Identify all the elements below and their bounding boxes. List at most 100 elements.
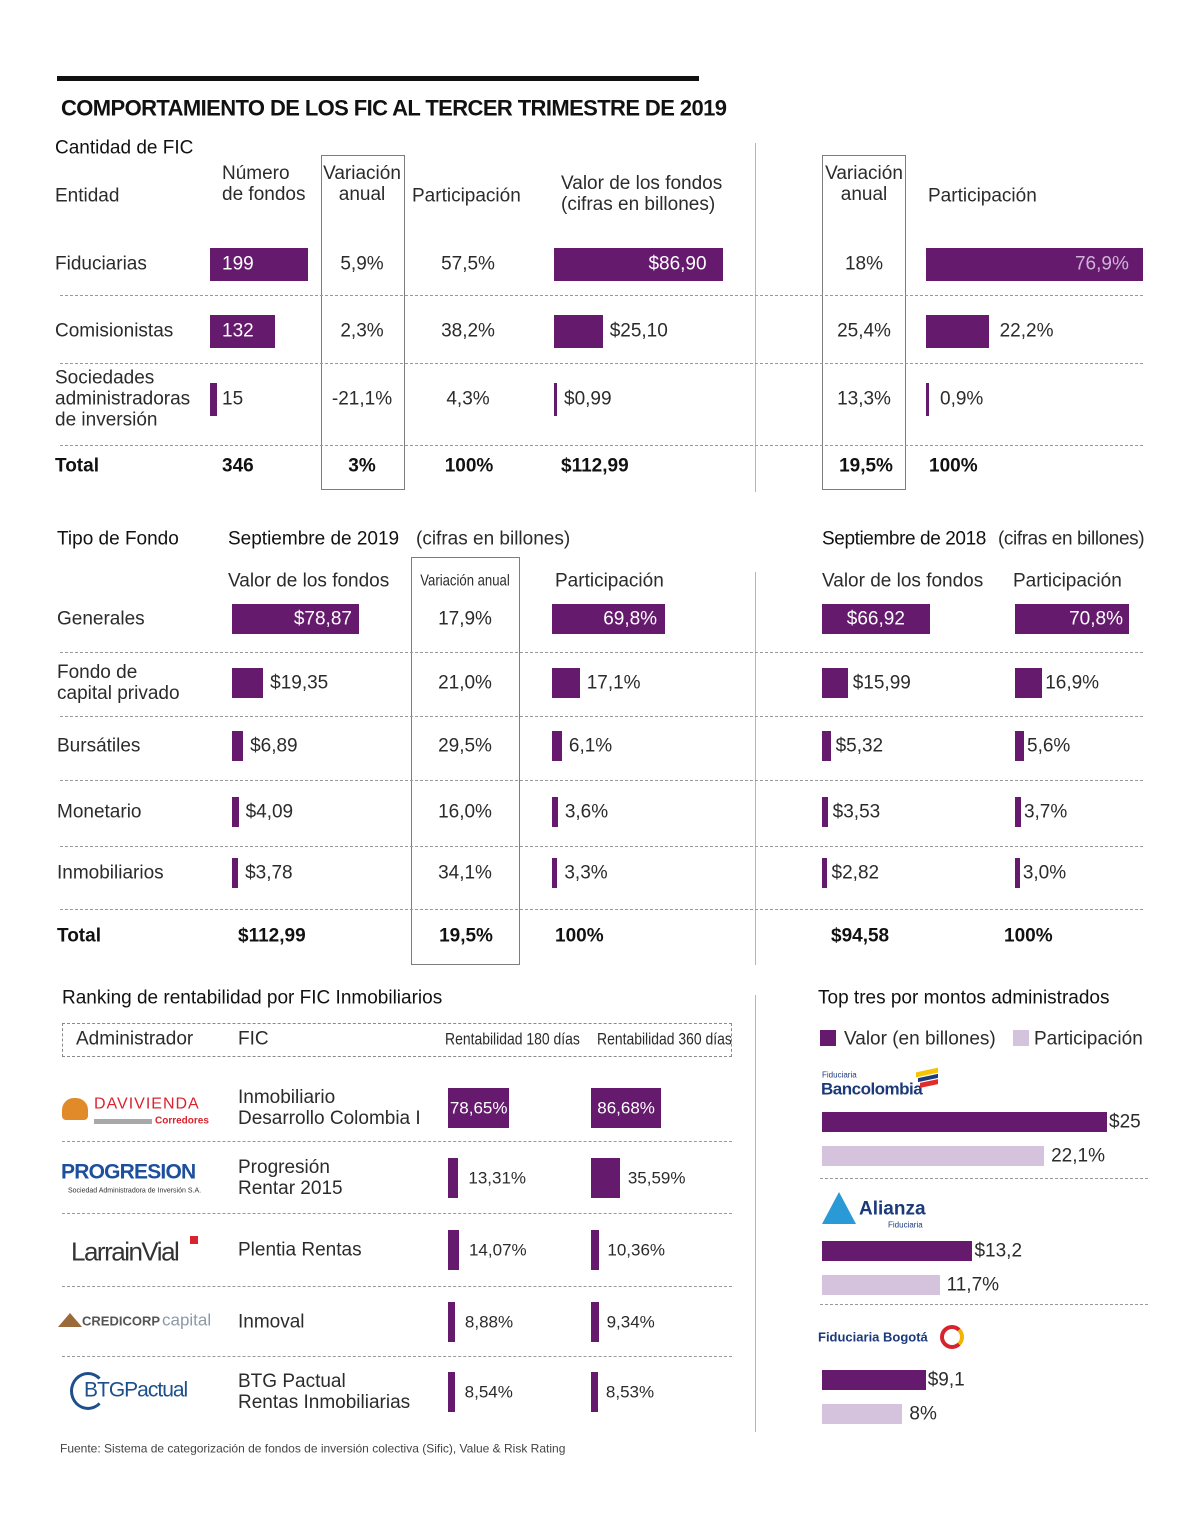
participacion-label: 8% <box>909 1403 937 1425</box>
btgpactual-logo: BTGPactual <box>58 1368 213 1416</box>
source-note: Fuente: Sistema de categorización de fon… <box>60 1441 566 1456</box>
credicorp-logo: CREDICORP capital <box>58 1298 213 1346</box>
variacion-value: -21,1% <box>331 388 393 410</box>
rent-180-bar <box>448 1088 510 1128</box>
logo-text: BTGPactual <box>84 1378 188 1402</box>
fund-type-label: Inmobiliarios <box>57 862 164 884</box>
variacion-anual-value: 16,0% <box>438 801 492 823</box>
participacion-2018-label: 3,0% <box>1022 862 1067 884</box>
page-title: COMPORTAMIENTO DE LOS FIC AL TERCER TRIM… <box>61 95 727 121</box>
variacion-anual-value: 34,1% <box>438 862 492 884</box>
valor-2018-label: $3,53 <box>832 801 881 823</box>
num-fondos-bar <box>210 383 218 416</box>
header-participacion-2019: Participación <box>555 570 664 592</box>
legend-swatch-valor <box>820 1030 836 1046</box>
rent-180-label: 14,07% <box>468 1240 527 1260</box>
header-valor: Valor de los fondos (cifras en billones) <box>561 173 723 215</box>
header-rent-360: Rentabilidad 360 días <box>597 1029 732 1049</box>
fiduciaria-bogota-logo: Fiduciaria Bogotá <box>818 1329 928 1345</box>
header-rent-180: Rentabilidad 180 días <box>445 1029 580 1049</box>
fic-name: BTG Pactual Rentas Inmobiliarias <box>238 1371 411 1413</box>
valor-2019-label: $78,87 <box>293 608 352 630</box>
participacion-right-label: 22,2% <box>999 320 1054 342</box>
progresion-logo: PROGRESION Sociedad Administradora de Inv… <box>58 1154 213 1202</box>
total2-participacion-2019: 100% <box>555 925 604 947</box>
fund-type-label: Monetario <box>57 801 142 823</box>
participacion-2019-bar <box>552 604 666 634</box>
participacion-bar <box>822 1404 903 1424</box>
variacion-anual-value: 21,0% <box>438 672 492 694</box>
fic-name: Progresión Rentar 2015 <box>238 1157 343 1199</box>
legend-participacion: Participación <box>1034 1028 1143 1050</box>
participacion-2019-label: 6,1% <box>568 735 613 757</box>
rent-180-bar <box>448 1302 455 1342</box>
rent-360-bar <box>591 1372 598 1412</box>
rent-180-label: 13,31% <box>468 1168 527 1188</box>
valor-fondos-label: $0,99 <box>564 388 612 410</box>
participacion-2018-bar <box>1015 731 1025 761</box>
fund-type-label: Bursátiles <box>57 735 141 757</box>
section4-title: Top tres por montos administrados <box>818 987 1110 1009</box>
header-variacion: Variación anual <box>323 163 401 205</box>
valor-2018-bar <box>822 668 848 698</box>
section3-title: Ranking de rentabilidad por FIC Inmobili… <box>62 987 443 1009</box>
total-participacion: 100% <box>444 455 494 477</box>
participacion-right-label: 0,9% <box>940 388 984 410</box>
valor-2018-label: $66,92 <box>846 608 905 630</box>
larrainvial-logo: LarrainVial <box>58 1226 213 1274</box>
logo-underline <box>94 1119 152 1124</box>
total-variacion: 3% <box>348 455 376 477</box>
participacion-2019-bar <box>552 797 558 827</box>
mountain-icon <box>58 1313 82 1327</box>
header-fic: FIC <box>238 1028 269 1050</box>
valor-2018-label: $2,82 <box>831 862 880 884</box>
dashed-divider <box>60 846 1143 847</box>
total-variacion-right: 19,5% <box>839 455 893 477</box>
participacion-2018-bar <box>1015 858 1020 888</box>
participacion-right-bar <box>926 382 929 416</box>
participacion-2018-label: 70,8% <box>1069 608 1123 630</box>
red-square-icon <box>190 1236 198 1244</box>
num-fondos-label: 15 <box>222 388 244 410</box>
logo-subtext: Fiduciaria <box>822 1070 857 1080</box>
variacion-value: 5,9% <box>340 253 384 275</box>
variacion-anual-value: 17,9% <box>438 608 492 630</box>
participacion-2018-label: 16,9% <box>1045 672 1100 694</box>
logo-subtext: capital <box>162 1310 212 1330</box>
participacion-2019-label: 17,1% <box>586 672 641 694</box>
participacion-2018-bar <box>1015 797 1021 827</box>
num-fondos-bar <box>210 248 309 281</box>
vertical-divider <box>755 995 756 1432</box>
rent-360-label: 10,36% <box>607 1240 666 1260</box>
valor-2019-label: $4,09 <box>245 801 294 823</box>
participacion-value: 57,5% <box>441 253 495 275</box>
valor-bar <box>822 1370 926 1390</box>
participacion-value: 38,2% <box>441 320 495 342</box>
total2-valor-2018: $94,58 <box>831 925 890 947</box>
valor-2018-bar <box>822 731 831 761</box>
legend-swatch-participacion <box>1013 1030 1029 1046</box>
participacion-label: 11,7% <box>946 1274 1000 1296</box>
valor-fondos-label: $86,90 <box>648 253 707 275</box>
valor-2018-label: $15,99 <box>852 672 911 694</box>
rent-360-label: 86,68% <box>597 1098 655 1118</box>
num-fondos-label: 199 <box>222 253 254 275</box>
dashed-divider <box>62 1286 732 1287</box>
dashed-divider <box>820 1304 1148 1305</box>
valor-fondos-bar <box>554 247 723 281</box>
valor-2019-label: $6,89 <box>250 735 298 757</box>
logo-text: CREDICORP <box>82 1313 161 1329</box>
dashed-divider <box>820 1178 1148 1179</box>
variacion-right-value: 13,3% <box>837 388 891 410</box>
variacion-anual-value: 29,5% <box>438 735 492 757</box>
header-variacion-right: Variación anual <box>825 163 903 205</box>
rent-180-label: 8,54% <box>464 1382 513 1402</box>
logo-text: PROGRESION <box>61 1160 196 1184</box>
variacion-right-value: 25,4% <box>837 320 891 342</box>
fund-type-label: Fondo de capital privado <box>57 662 180 704</box>
valor-fondos-bar <box>554 382 557 416</box>
participacion-2019-bar <box>552 668 580 698</box>
rent-180-bar <box>448 1158 459 1198</box>
num-fondos-bar <box>210 315 276 348</box>
